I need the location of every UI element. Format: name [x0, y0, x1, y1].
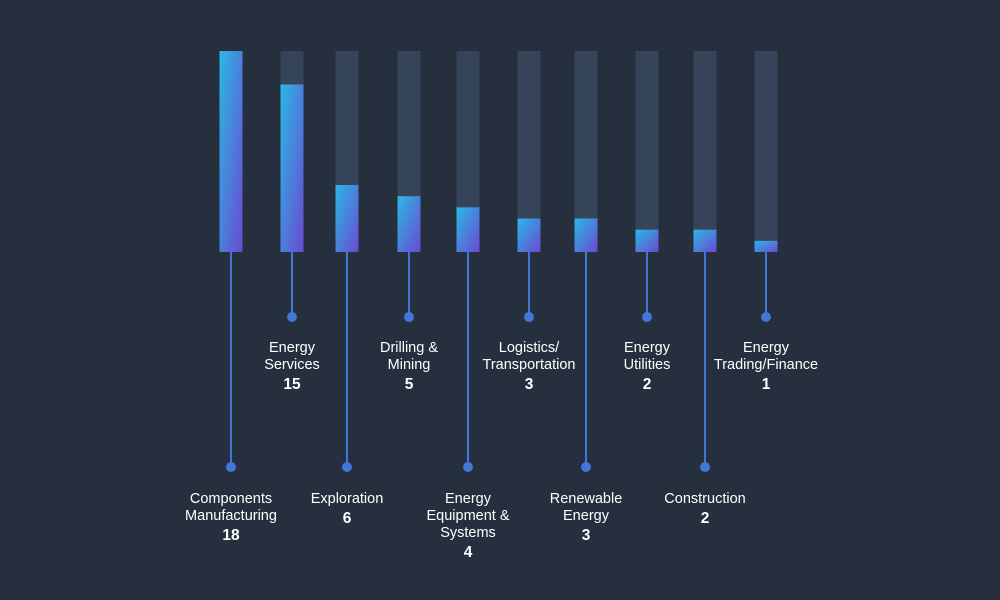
value-label: 5: [404, 376, 414, 393]
bar-track: [635, 51, 659, 252]
category-name: Renewable Energy: [549, 491, 623, 524]
bar: [280, 84, 304, 252]
leader-dot: [581, 462, 591, 472]
category-label: Energy Utilities 2: [572, 340, 722, 393]
category-label: Logistics/ Transportation 3: [454, 340, 604, 393]
category-label: Components Manufacturing 18: [156, 491, 306, 544]
value-label: 18: [222, 527, 240, 544]
leader-dot: [642, 312, 652, 322]
category-name: Components Manufacturing: [185, 491, 277, 524]
value-label: 3: [524, 376, 534, 393]
bar: [754, 240, 778, 252]
bar-track: [754, 51, 778, 252]
category-label: Renewable Energy 3: [511, 491, 661, 544]
value-label: 2: [642, 376, 652, 393]
category-name: Energy Equipment & Systems: [426, 491, 510, 541]
bar-track: [574, 51, 598, 252]
value-label: 3: [581, 527, 591, 544]
category-label: Energy Equipment & Systems 4: [393, 491, 543, 561]
value-label: 2: [700, 510, 710, 527]
category-name: Energy Utilities: [623, 340, 671, 373]
category-label: Construction 2: [630, 491, 780, 527]
leader-dot: [342, 462, 352, 472]
category-name: Exploration: [310, 491, 384, 507]
category-name: Construction: [664, 491, 746, 507]
bar: [574, 218, 598, 252]
category-label: Exploration 6: [272, 491, 422, 527]
bar: [693, 229, 717, 252]
category-name: Logistics/ Transportation: [482, 340, 576, 373]
bar: [335, 185, 359, 252]
leader-dot: [761, 312, 771, 322]
bar-track: [456, 51, 480, 252]
leader-dot: [226, 462, 236, 472]
value-label: 4: [463, 544, 473, 561]
value-label: 15: [283, 376, 301, 393]
bar: [635, 229, 659, 252]
bar: [219, 51, 243, 252]
bar: [517, 218, 541, 252]
bar-track: [517, 51, 541, 252]
bar: [397, 196, 421, 252]
bar-track: [693, 51, 717, 252]
category-name: Energy Trading/Finance: [713, 340, 819, 373]
category-label: Energy Services 15: [217, 340, 367, 393]
value-label: 6: [342, 510, 352, 527]
bar: [456, 207, 480, 252]
leader-dot: [463, 462, 473, 472]
leader-dot: [700, 462, 710, 472]
category-label: Drilling & Mining 5: [334, 340, 484, 393]
leader-dot: [524, 312, 534, 322]
leader-dot: [287, 312, 297, 322]
leader-dot: [404, 312, 414, 322]
category-name: Energy Services: [264, 340, 320, 373]
category-name: Drilling & Mining: [379, 340, 438, 373]
category-label: Energy Trading/Finance 1: [691, 340, 841, 393]
value-label: 1: [761, 376, 771, 393]
